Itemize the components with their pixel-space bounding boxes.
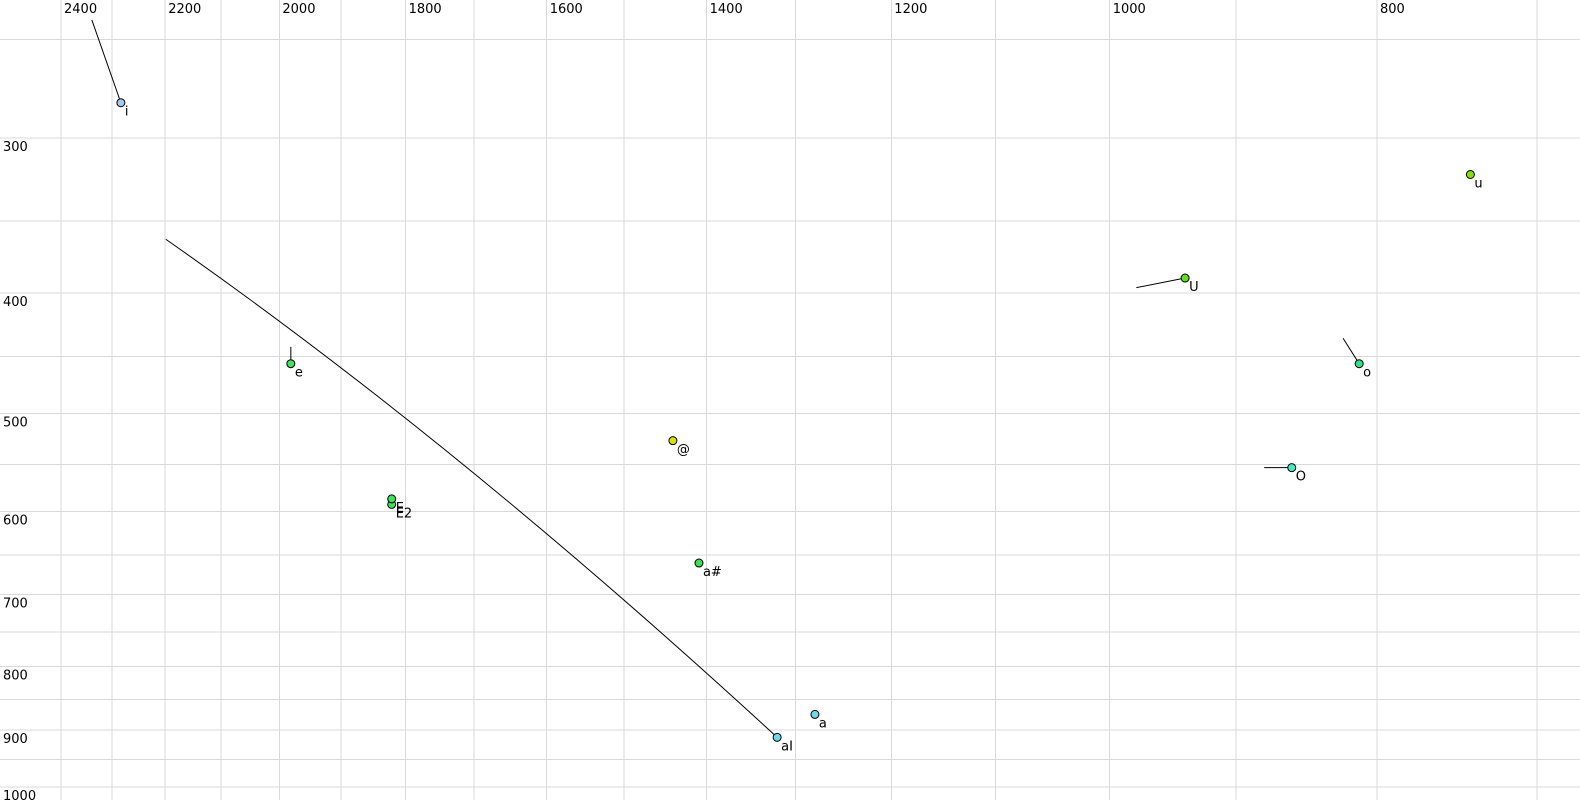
vowel-point-@ — [668, 436, 678, 446]
x-axis-tick-label: 1800 — [409, 2, 442, 17]
vowel-point-o — [1354, 359, 1364, 369]
vowel-point-e — [286, 359, 296, 369]
vowel-label-a: a — [819, 716, 827, 731]
vowel-point-u — [1465, 169, 1475, 179]
x-axis-tick-label: 1000 — [1113, 2, 1146, 17]
y-axis-tick-label: 400 — [3, 295, 28, 310]
x-axis-tick-label: 1400 — [710, 2, 743, 17]
x-axis-tick-label: 2400 — [64, 2, 97, 17]
vowel-label-O: O — [1296, 470, 1306, 485]
x-axis-tick-label: 2000 — [282, 2, 315, 17]
y-axis-tick-label: 1000 — [3, 789, 36, 800]
vowel-point-U — [1180, 273, 1190, 283]
vowel-label-i: i — [125, 105, 129, 120]
vowel-label-E2: E2 — [396, 506, 413, 521]
vowel-label-a#: a# — [703, 565, 722, 580]
vowel-label-@: @ — [677, 443, 690, 458]
vowel-label-e: e — [295, 366, 303, 381]
vowel-label-U: U — [1189, 280, 1199, 295]
y-axis-tick-label: 700 — [3, 597, 28, 612]
vowel-point-E — [387, 494, 397, 504]
vowel-point-O — [1287, 463, 1297, 473]
vowel-label-E: E — [396, 501, 404, 516]
y-axis-tick-label: 600 — [3, 514, 28, 529]
vowel-point-i — [116, 98, 126, 108]
x-axis-tick-label: 1600 — [550, 2, 583, 17]
y-axis-tick-label: 900 — [3, 732, 28, 747]
vowel-label-o: o — [1363, 366, 1371, 381]
vowel-label-u: u — [1474, 176, 1482, 191]
vowel-trajectory-line — [1342, 338, 1360, 364]
x-axis-tick-label: 800 — [1380, 2, 1405, 17]
vowel-point-aI — [772, 732, 782, 742]
x-axis-tick-label: 1200 — [894, 2, 927, 17]
vowel-trajectory-line — [91, 19, 122, 103]
vowel-label-aI: aI — [781, 739, 793, 754]
vowel-point-a# — [694, 558, 704, 568]
vowel-trajectory-curve — [165, 238, 778, 738]
x-axis-tick-label: 2200 — [168, 2, 201, 17]
vowel-point-a — [810, 709, 820, 719]
y-axis-tick-label: 800 — [3, 669, 28, 684]
vowel-trajectory-line — [1136, 277, 1186, 289]
y-axis-tick-label: 500 — [3, 415, 28, 430]
y-axis-tick-label: 300 — [3, 140, 28, 155]
